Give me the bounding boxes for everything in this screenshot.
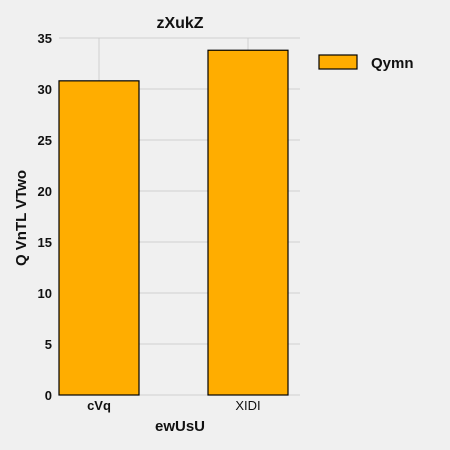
y-tick-label: 15 bbox=[38, 235, 52, 250]
y-axis-label: Q VnTL VTwo bbox=[13, 170, 30, 266]
legend: Qymn bbox=[319, 55, 414, 72]
x-tick-labels: cVq XIDI bbox=[87, 398, 261, 413]
chart-title: zXukZ bbox=[156, 15, 203, 32]
y-tick-label: 5 bbox=[45, 337, 52, 352]
legend-swatch bbox=[319, 55, 357, 69]
x-tick-label: cVq bbox=[87, 398, 111, 413]
x-axis-label: ewUsU bbox=[155, 418, 205, 435]
bars bbox=[59, 50, 288, 395]
y-tick-label: 20 bbox=[38, 184, 52, 199]
y-tick-label: 30 bbox=[38, 82, 52, 97]
bar-XIDI bbox=[208, 50, 288, 395]
x-tick-label: XIDI bbox=[235, 398, 260, 413]
y-tick-label: 0 bbox=[45, 388, 52, 403]
legend-label: Qymn bbox=[371, 55, 414, 72]
y-tick-labels: 0 5 10 15 20 25 30 35 bbox=[38, 31, 52, 403]
y-tick-label: 25 bbox=[38, 133, 52, 148]
y-tick-label: 10 bbox=[38, 286, 52, 301]
bar-cVq bbox=[59, 81, 139, 395]
y-tick-label: 35 bbox=[38, 31, 52, 46]
